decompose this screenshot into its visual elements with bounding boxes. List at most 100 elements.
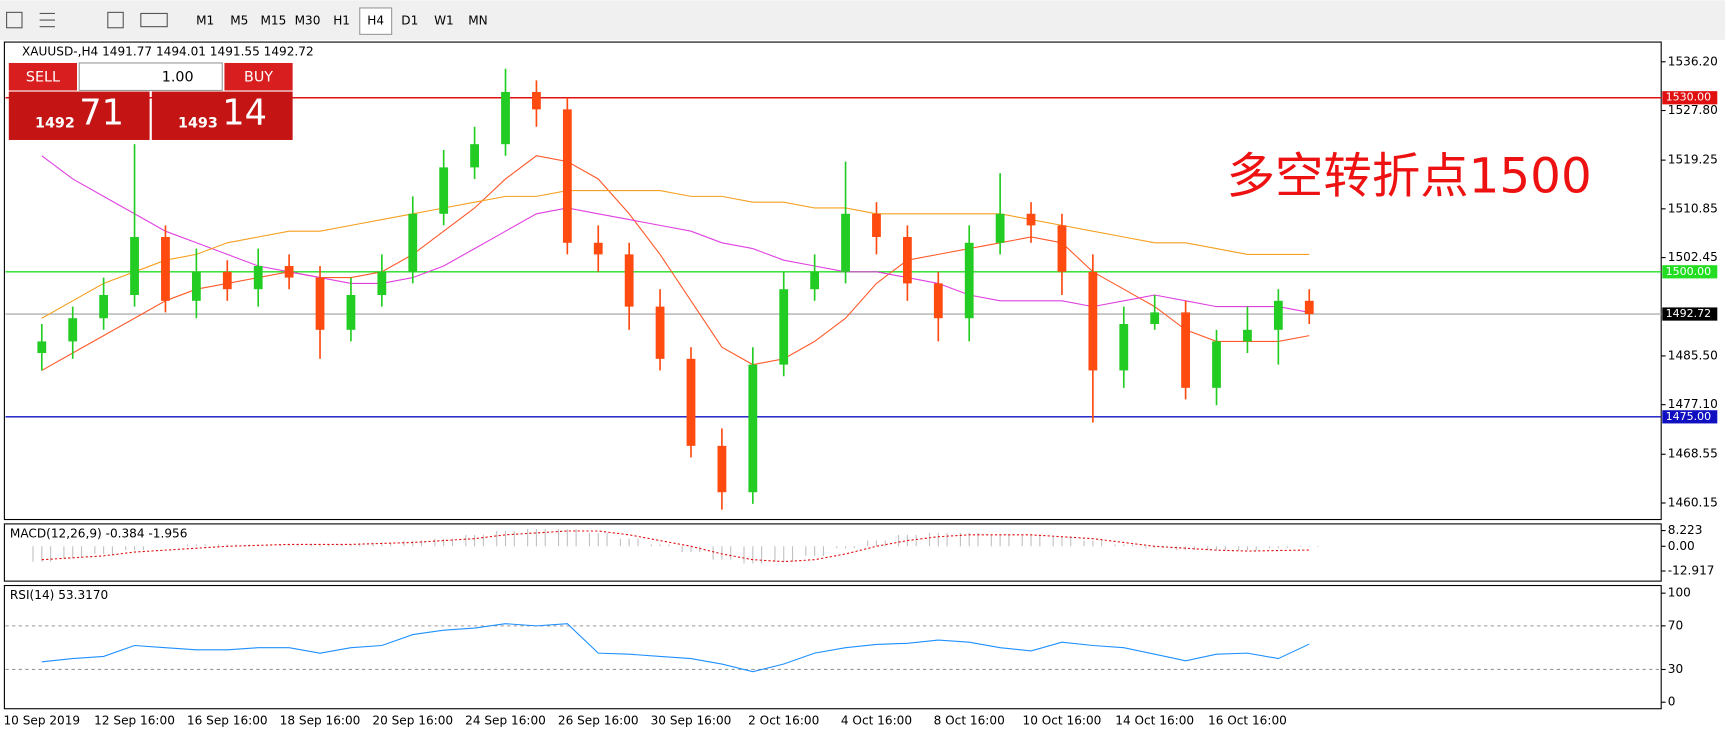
level-label: 1530.00 — [1666, 91, 1712, 104]
ask-small: 14 — [222, 93, 267, 134]
candle-body — [68, 318, 78, 342]
candle-body — [315, 277, 325, 330]
y-tick-label: 8.223 — [1668, 523, 1703, 537]
timeframe-label[interactable]: M1 — [196, 14, 214, 28]
toolbar-icons — [6, 11, 168, 29]
x-tick-label: 12 Sep 16:00 — [94, 713, 175, 727]
bid-small: 71 — [79, 93, 124, 134]
candle-body — [841, 213, 850, 272]
timeframe-label[interactable]: M15 — [260, 14, 286, 28]
lots-value: 1.00 — [162, 69, 194, 85]
candle-body — [408, 213, 418, 272]
candle-body — [1304, 300, 1314, 315]
candle-body — [964, 242, 974, 319]
y-tick-label: 70 — [1668, 618, 1683, 632]
y-tick-label: 1485.50 — [1668, 348, 1718, 362]
timeframe-button[interactable] — [359, 7, 393, 35]
candle-body — [1212, 341, 1221, 388]
x-tick-label: 8 Oct 16:00 — [934, 713, 1005, 727]
timeframe-label[interactable]: M30 — [295, 14, 321, 28]
macd-panel — [3, 523, 1662, 582]
timeframe-label[interactable]: D1 — [401, 14, 418, 28]
level-tag — [1662, 410, 1718, 424]
timeframe-label[interactable]: M5 — [230, 14, 248, 28]
toolbar — [0, 0, 1725, 40]
x-tick-label: 30 Sep 16:00 — [651, 713, 732, 727]
candle-body — [593, 242, 603, 255]
candle-body — [99, 295, 109, 319]
y-tick-label: 1468.55 — [1668, 447, 1718, 461]
candle-body — [222, 271, 232, 290]
x-tick-label: 10 Oct 16:00 — [1023, 713, 1102, 727]
x-tick-label: 14 Oct 16:00 — [1115, 713, 1194, 727]
lots-box[interactable] — [78, 62, 223, 92]
candle-body — [872, 213, 881, 237]
sell-button[interactable] — [8, 62, 78, 91]
moving-average — [41, 155, 1310, 371]
price-panel — [3, 41, 1662, 521]
level-label: 1475.00 — [1666, 410, 1712, 423]
y-tick-label: 1536.20 — [1668, 54, 1718, 68]
candle-body — [501, 91, 510, 145]
x-tick-label: 24 Sep 16:00 — [465, 713, 546, 727]
buy-button[interactable] — [224, 62, 293, 91]
y-tick-label: 1527.80 — [1668, 103, 1718, 117]
candle-body — [1119, 324, 1129, 371]
candle-body — [130, 236, 139, 296]
x-tick-label: 2 Oct 16:00 — [748, 713, 819, 727]
y-tick-label: -12.917 — [1668, 564, 1715, 578]
level-label: 1492.72 — [1666, 307, 1712, 320]
x-tick-label: 18 Sep 16:00 — [280, 713, 361, 727]
y-tick-label: 0.00 — [1668, 539, 1695, 553]
candle-body — [1273, 300, 1283, 330]
level-tag — [1662, 265, 1718, 279]
x-tick-label: 16 Oct 16:00 — [1208, 713, 1287, 727]
trade-panel: SELL 1.00 BUY 1492 71 1493 14 — [8, 62, 293, 140]
candle-body — [1150, 312, 1160, 325]
candle-body — [1243, 329, 1252, 342]
bid-box[interactable] — [8, 91, 150, 140]
icon — [6, 11, 23, 29]
candle-body — [284, 265, 294, 278]
moving-average — [41, 155, 1310, 313]
candle-body — [161, 236, 170, 301]
y-tick-label: 1502.45 — [1668, 250, 1718, 264]
bid-big: 1492 — [35, 115, 75, 131]
ask-box[interactable] — [151, 91, 293, 140]
ask-big: 1493 — [178, 115, 218, 131]
y-tick-label: 1510.85 — [1668, 201, 1718, 215]
level-label: 1500.00 — [1666, 265, 1712, 278]
candle-body — [1088, 271, 1098, 371]
signal-line — [41, 530, 1310, 563]
panel-title: MACD(12,26,9) -0.384 -1.956 — [10, 526, 188, 540]
panel-title: XAUUSD-,H4 1491.77 1494.01 1491.55 1492.… — [22, 44, 314, 58]
timeframe-label[interactable]: H4 — [367, 14, 384, 28]
candle-body — [933, 283, 943, 319]
timeframe-label[interactable]: W1 — [434, 14, 454, 28]
rsi-panel — [3, 584, 1662, 710]
y-tick-label: 1460.15 — [1668, 495, 1718, 509]
x-tick-label: 20 Sep 16:00 — [372, 713, 453, 727]
annotation: 多空转折点1500 — [1227, 149, 1592, 205]
x-tick-label: 26 Sep 16:00 — [558, 713, 639, 727]
timeframe-label[interactable]: H1 — [333, 14, 350, 28]
icon — [140, 12, 168, 28]
candle-body — [655, 306, 665, 359]
y-tick-label: 0 — [1668, 695, 1676, 709]
candle-body — [377, 271, 387, 296]
candle-body — [624, 254, 634, 307]
candle-body — [810, 271, 820, 290]
candle-body — [532, 91, 541, 110]
candle-body — [562, 109, 572, 243]
candle-body — [779, 289, 789, 365]
y-tick-label: 1477.10 — [1668, 397, 1718, 411]
candle-body — [346, 295, 356, 330]
panel-title: RSI(14) 53.3170 — [10, 588, 108, 602]
candle-body — [995, 213, 1005, 243]
timeframe-label[interactable]: MN — [468, 14, 487, 28]
x-tick-label: 16 Sep 16:00 — [187, 713, 268, 727]
y-tick-label: 30 — [1668, 662, 1683, 676]
x-tick-label: 4 Oct 16:00 — [841, 713, 912, 727]
level-tag — [1662, 307, 1718, 321]
